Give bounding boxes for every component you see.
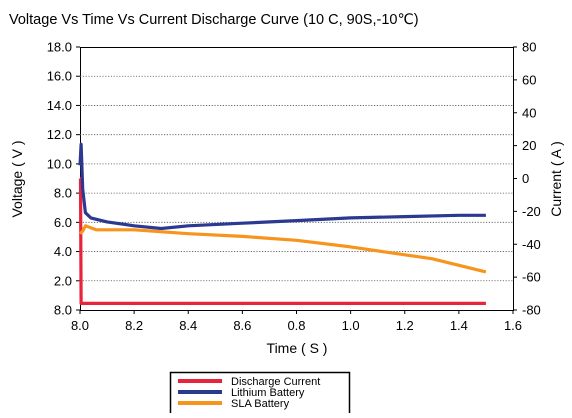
- x-tick-label: 1.6: [504, 318, 522, 333]
- y2-tick-label: 60: [522, 72, 536, 87]
- legend-label-lithium-battery: Lithium Battery: [231, 387, 305, 399]
- y-tick-label: 4.0: [54, 244, 72, 259]
- x-tick-label: 8.0: [71, 318, 89, 333]
- y-tick-label: 2.0: [54, 273, 72, 288]
- y2-axis-title: Current ( A ): [548, 141, 564, 216]
- x-tick-label: 1.0: [342, 318, 360, 333]
- x-tick-label: 8.6: [233, 318, 251, 333]
- tick-labels: 8.0 2.0 4.0 6.0 8.0 10.0 12.0 14.0 16.0 18.0 -80 -6…: [47, 40, 541, 334]
- y-tick-label: 18.0: [47, 40, 72, 55]
- legend-label-discharge-current: Discharge Current: [231, 376, 320, 388]
- x-axis-title: Time ( S ): [267, 340, 328, 356]
- chart-title: Voltage Vs Time Vs Current Discharge Cur…: [9, 12, 419, 28]
- y2-tick-label: -60: [522, 270, 541, 285]
- legend-label-sla-battery: SLA Battery: [231, 398, 290, 410]
- y-tick-label: 6.0: [54, 215, 72, 230]
- y-tick-label: 12.0: [47, 127, 72, 142]
- data-series: [78, 142, 487, 305]
- x-tick-label: 1.4: [450, 318, 468, 333]
- x-tick-label: 0.8: [287, 318, 305, 333]
- series-line-sla-battery: [78, 224, 487, 274]
- y2-tick-label: -80: [522, 303, 541, 318]
- axes: [76, 46, 517, 314]
- grid-lines: [80, 75, 513, 282]
- y-tick-label: 8.0: [54, 186, 72, 201]
- y2-tick-label: 80: [522, 40, 536, 55]
- series-line-lithium-battery: [78, 142, 486, 231]
- y-tick-label: 14.0: [47, 98, 72, 113]
- y-tick-label: 8.0: [54, 303, 72, 318]
- y-tick-label: 10.0: [47, 156, 72, 171]
- x-tick-label: 8.4: [179, 318, 197, 333]
- x-tick-label: 8.2: [125, 318, 143, 333]
- y2-tick-label: -40: [522, 237, 541, 252]
- plot-area-frame: [80, 47, 514, 311]
- y-tick-label: 16.0: [47, 69, 72, 84]
- y2-tick-label: 40: [522, 105, 536, 120]
- y2-tick-label: 0: [522, 171, 529, 186]
- y2-tick-label: 20: [522, 138, 536, 153]
- series-line-discharge-current: [78, 176, 486, 305]
- x-tick-label: 1.2: [396, 318, 414, 333]
- y-axis-title: Voltage ( V ): [9, 140, 25, 217]
- y2-tick-label: -20: [522, 204, 541, 219]
